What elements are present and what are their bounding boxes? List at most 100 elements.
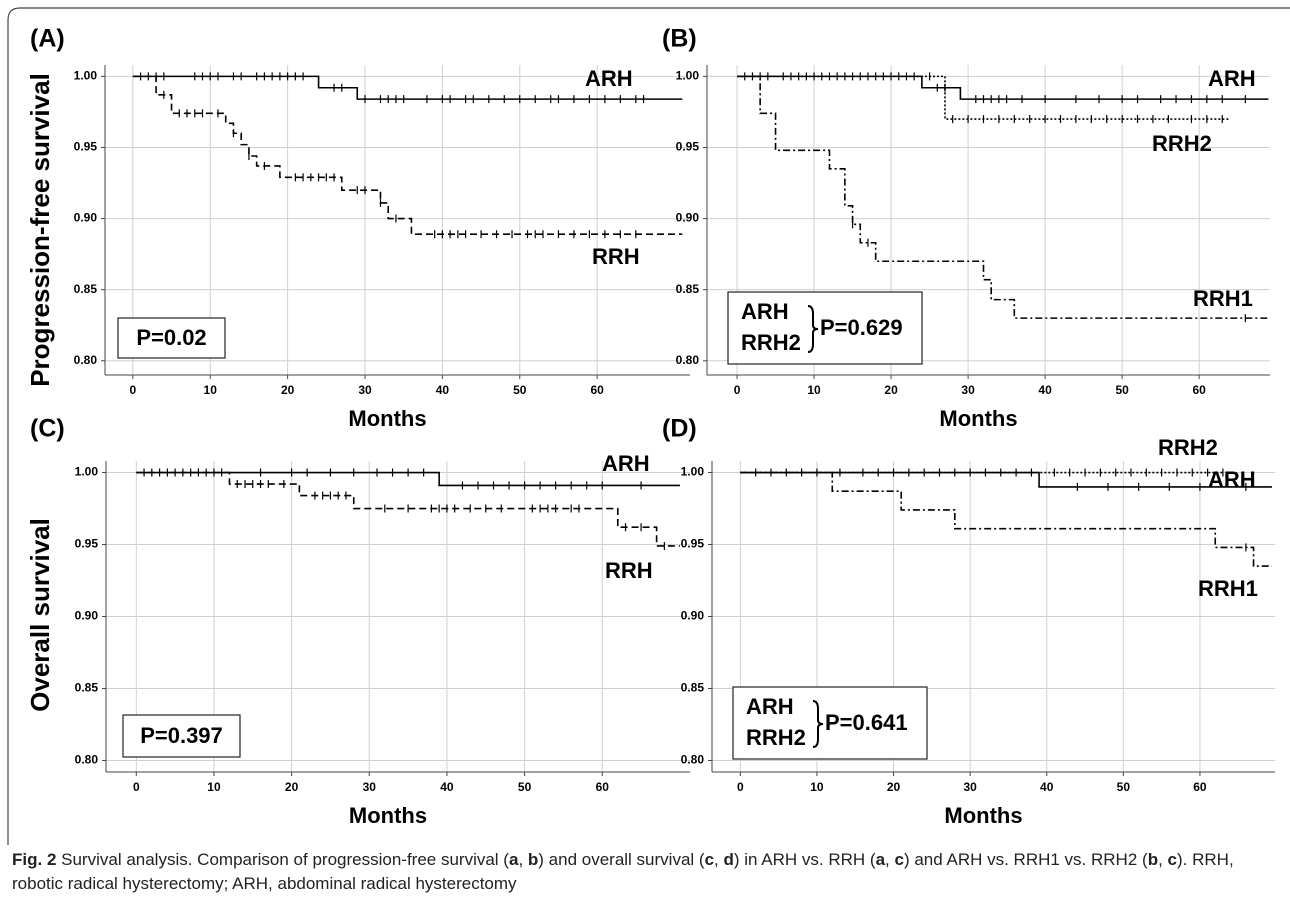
x-tick-label: 50	[518, 780, 532, 794]
y-tick-label: 0.90	[676, 211, 700, 225]
panel-title: (B)	[662, 25, 697, 53]
x-tick-label: 0	[130, 383, 137, 397]
caption-run: ,	[518, 850, 528, 869]
p-value: P=0.641	[825, 710, 908, 735]
survival-curve	[740, 471, 1272, 567]
panel-title: (C)	[30, 415, 65, 443]
x-axis-label: Months	[348, 406, 426, 431]
x-tick-label: 0	[737, 780, 744, 794]
x-axis-label: Months	[349, 803, 427, 828]
y-tick-label: 0.95	[681, 537, 705, 551]
p-value-box	[117, 317, 226, 359]
y-tick-label: 1.00	[681, 465, 705, 479]
y-tick-label: 1.00	[676, 69, 700, 83]
survival-curve	[740, 471, 1272, 488]
x-tick-label: 10	[204, 383, 218, 397]
series-label: RRH1	[1193, 286, 1253, 311]
y-tick-label: 1.00	[74, 69, 98, 83]
x-tick-label: 50	[513, 383, 527, 397]
caption-run: c	[894, 850, 904, 869]
x-tick-label: 30	[363, 780, 377, 794]
x-tick-label: 50	[1115, 383, 1129, 397]
x-tick-label: 30	[963, 780, 977, 794]
x-tick-label: 30	[358, 383, 372, 397]
x-tick-label: 30	[961, 383, 975, 397]
caption-run: Survival analysis. Comparison of progres…	[56, 850, 509, 869]
y-tick-label: 0.80	[75, 753, 99, 767]
y-tick-label: 0.95	[676, 140, 700, 154]
x-axis-label: Months	[939, 406, 1017, 431]
caption-run: ,	[885, 850, 895, 869]
y-tick-label: 0.85	[75, 681, 99, 695]
series-label: ARH	[1208, 467, 1256, 492]
x-tick-label: 10	[807, 383, 821, 397]
panel-title: (D)	[662, 415, 697, 443]
frame	[7, 7, 1290, 845]
y-tick-label: 0.80	[681, 753, 705, 767]
survival-curve	[737, 75, 1269, 100]
x-tick-label: 40	[1040, 780, 1054, 794]
y-axis-label: Overall survival	[25, 518, 55, 712]
y-tick-label: 0.90	[74, 211, 98, 225]
survival-curve	[737, 75, 1269, 319]
x-tick-label: 20	[884, 383, 898, 397]
y-tick-label: 0.85	[681, 681, 705, 695]
caption-run: ) in ARH vs. RRH (	[733, 850, 876, 869]
group-label: ARH	[741, 299, 789, 324]
x-tick-label: 20	[281, 383, 295, 397]
x-tick-label: 50	[1117, 780, 1131, 794]
x-tick-label: 20	[285, 780, 299, 794]
y-axis-label: Progression-free survival	[25, 73, 55, 387]
series-label: ARH	[585, 66, 633, 91]
y-tick-label: 1.00	[75, 465, 99, 479]
caption-run: b	[527, 850, 539, 869]
survival-curve	[737, 75, 1230, 120]
p-value-box	[122, 714, 241, 758]
x-tick-label: 60	[1192, 383, 1206, 397]
series-label: RRH2	[1152, 131, 1212, 156]
y-tick-label: 0.95	[74, 140, 98, 154]
caption-run: b	[1147, 850, 1159, 869]
y-tick-label: 0.90	[75, 609, 99, 623]
y-tick-label: 0.80	[676, 353, 700, 367]
caption-run: ) and overall survival (	[538, 850, 705, 869]
caption-run: ,	[714, 850, 724, 869]
caption-run: Fig. 2	[12, 850, 57, 869]
survival-curve	[136, 471, 680, 547]
y-tick-label: 0.85	[676, 282, 700, 296]
series-label: RRH	[592, 244, 640, 269]
figure: (A) Progression-free survival Months 0.80 0.…	[7, 7, 1290, 845]
caption-run: ). RRH, robotic radical hysterectomy; AR…	[12, 850, 1234, 893]
p-value: P=0.629	[820, 315, 903, 340]
x-tick-label: 10	[207, 780, 221, 794]
brace	[807, 305, 819, 353]
x-tick-label: 20	[887, 780, 901, 794]
group-label: RRH2	[741, 330, 801, 355]
p-value-box	[727, 291, 923, 365]
group-label: RRH2	[746, 725, 806, 750]
caption-run: a	[508, 850, 519, 869]
series-label: RRH	[605, 558, 653, 583]
x-tick-label: 60	[1193, 780, 1207, 794]
p-value: P=0.02	[136, 325, 206, 350]
series-label: RRH2	[1158, 435, 1218, 460]
y-tick-label: 0.80	[74, 353, 98, 367]
x-tick-label: 40	[440, 780, 454, 794]
series-label: RRH1	[1198, 576, 1258, 601]
x-tick-label: 40	[436, 383, 450, 397]
group-label: ARH	[746, 694, 794, 719]
series-label: ARH	[602, 451, 650, 476]
brace	[812, 700, 824, 748]
caption-run: d	[723, 850, 734, 869]
y-tick-label: 0.90	[681, 609, 705, 623]
x-tick-label: 60	[596, 780, 610, 794]
survival-curve	[132, 75, 683, 236]
y-tick-label: 0.85	[74, 282, 98, 296]
caption: Fig. 2 Survival analysis. Comparison of …	[12, 848, 1274, 896]
caption-run: c	[1167, 850, 1177, 869]
survival-curve	[136, 471, 680, 487]
x-tick-label: 60	[590, 383, 604, 397]
y-tick-label: 0.95	[75, 537, 99, 551]
x-axis-label: Months	[944, 803, 1022, 828]
